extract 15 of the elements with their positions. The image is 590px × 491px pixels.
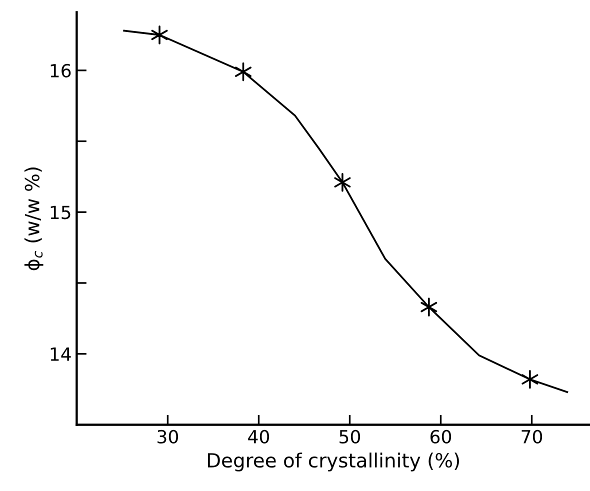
y-tick-label: 16 (50, 64, 71, 78)
y-tick-label: 15 (50, 206, 70, 220)
x-tick-label: 70 (522, 430, 542, 444)
point (151, 26, 168, 44)
x-tick-label: 50 (340, 430, 360, 444)
point (334, 172, 351, 192)
point (420, 298, 438, 316)
point (234, 62, 252, 82)
x-tick-label: 60 (430, 430, 452, 444)
x-axis-title: Degree of crystallinity (%) (208, 452, 459, 472)
x-tick-label: 30 (158, 430, 178, 444)
point (522, 370, 538, 389)
x-tick-label: 40 (248, 430, 270, 444)
y-axis-title: ϕ$_{c}$ (w/w %) (24, 168, 44, 270)
y-tick-label: 14 (50, 348, 71, 361)
